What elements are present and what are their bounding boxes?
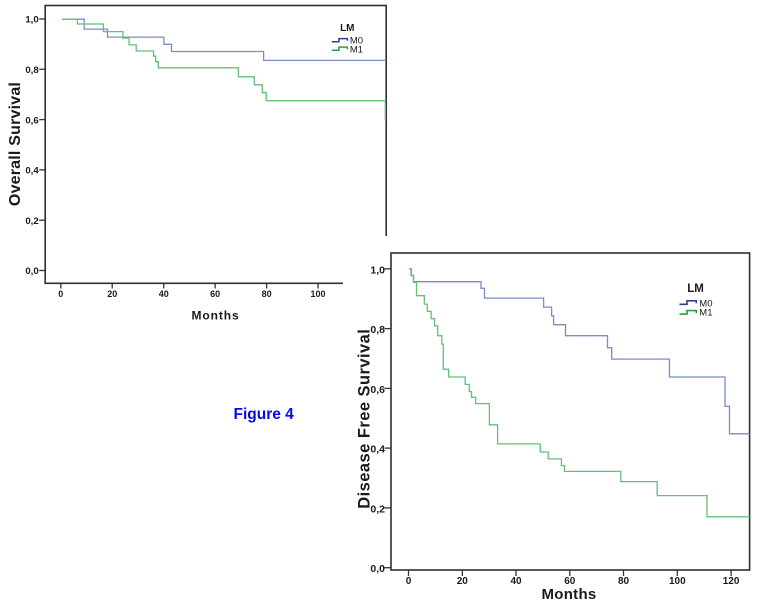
svg-text:M0: M0 xyxy=(699,298,712,309)
svg-text:0: 0 xyxy=(58,289,63,299)
svg-text:60: 60 xyxy=(564,576,576,587)
svg-text:100: 100 xyxy=(310,289,325,299)
svg-text:0,6: 0,6 xyxy=(370,384,385,396)
svg-text:Months: Months xyxy=(541,586,596,603)
svg-text:LM: LM xyxy=(687,283,704,295)
svg-text:20: 20 xyxy=(457,576,469,587)
svg-text:1,0: 1,0 xyxy=(25,15,38,26)
svg-text:0,6: 0,6 xyxy=(25,115,38,126)
svg-text:0,0: 0,0 xyxy=(370,563,385,575)
svg-text:0,2: 0,2 xyxy=(370,503,385,515)
svg-text:0,8: 0,8 xyxy=(25,65,39,76)
svg-text:60: 60 xyxy=(210,289,220,299)
svg-text:40: 40 xyxy=(159,289,169,299)
svg-text:80: 80 xyxy=(618,576,630,587)
svg-text:Disease Free Survival: Disease Free Survival xyxy=(356,329,374,509)
svg-text:80: 80 xyxy=(262,289,272,299)
svg-text:120: 120 xyxy=(723,576,740,587)
svg-text:Months: Months xyxy=(191,309,239,323)
svg-text:M0: M0 xyxy=(350,35,363,46)
svg-text:0,8: 0,8 xyxy=(370,324,385,336)
svg-text:0: 0 xyxy=(406,576,412,587)
svg-text:M1: M1 xyxy=(699,308,712,319)
svg-text:M1: M1 xyxy=(350,45,363,56)
svg-text:20: 20 xyxy=(107,289,117,299)
svg-text:0,4: 0,4 xyxy=(370,444,385,456)
svg-text:1,0: 1,0 xyxy=(370,264,385,276)
svg-text:100: 100 xyxy=(669,576,686,587)
svg-text:0,4: 0,4 xyxy=(25,166,39,177)
svg-text:0,2: 0,2 xyxy=(25,216,38,227)
svg-text:40: 40 xyxy=(510,576,522,587)
svg-text:Overall Survival: Overall Survival xyxy=(7,82,24,206)
svg-text:0,0: 0,0 xyxy=(25,266,38,277)
svg-text:LM: LM xyxy=(340,23,354,34)
